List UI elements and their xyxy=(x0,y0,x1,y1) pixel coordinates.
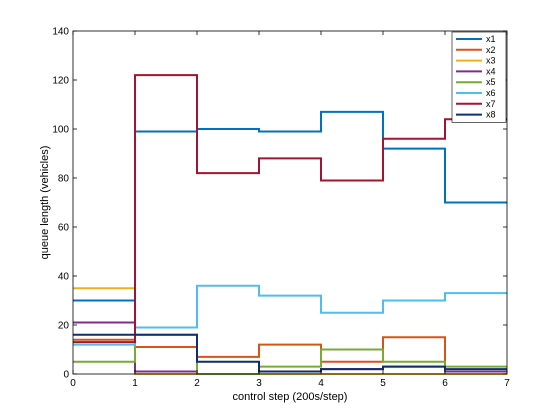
y-tick-label: 20 xyxy=(58,321,70,332)
legend-label-x2: x2 xyxy=(486,45,496,55)
y-tick-label: 100 xyxy=(52,125,69,136)
x-tick-label: 5 xyxy=(380,378,386,389)
x-tick-label: 4 xyxy=(318,378,324,389)
y-tick-label: 40 xyxy=(58,272,70,283)
legend-label-x7: x7 xyxy=(486,99,496,109)
series-layer xyxy=(73,74,507,375)
y-tick-label: 140 xyxy=(52,27,69,38)
legend-label-x1: x1 xyxy=(486,34,496,44)
plot-area xyxy=(73,31,507,374)
axes-frame xyxy=(72,30,508,375)
x-tick-label: 0 xyxy=(70,378,76,389)
legend-label-x4: x4 xyxy=(486,66,496,76)
series-line-x2 xyxy=(73,336,507,373)
y-axis-label: queue length (vehicles) xyxy=(39,146,51,260)
x-tick-label: 3 xyxy=(256,378,262,389)
y-tick-label: 0 xyxy=(63,370,69,381)
legend-label-x8: x8 xyxy=(486,110,496,120)
legend-label-x6: x6 xyxy=(486,88,496,98)
legend-label-x3: x3 xyxy=(486,56,496,66)
series-line-x6 xyxy=(73,284,507,346)
plot-background xyxy=(73,31,507,374)
x-tick-label: 2 xyxy=(194,378,200,389)
x-tick-label: 7 xyxy=(504,378,510,389)
series-line-x1 xyxy=(73,110,507,302)
x-axis-label: control step (200s/step) xyxy=(233,391,348,403)
series-line-x7 xyxy=(73,74,507,344)
legend-box xyxy=(451,31,507,123)
axes-layer: 0 1 2 3 4 5 6 7 0 20 40 60 80 100 120 140 control step (… xyxy=(39,27,510,404)
legend-label-x5: x5 xyxy=(486,77,496,87)
x-tick-label: 6 xyxy=(442,378,448,389)
y-tick-label: 120 xyxy=(52,76,69,87)
x-tick-label: 1 xyxy=(132,378,138,389)
y-tick-label: 60 xyxy=(58,223,70,234)
y-tick-label: 80 xyxy=(58,174,70,185)
